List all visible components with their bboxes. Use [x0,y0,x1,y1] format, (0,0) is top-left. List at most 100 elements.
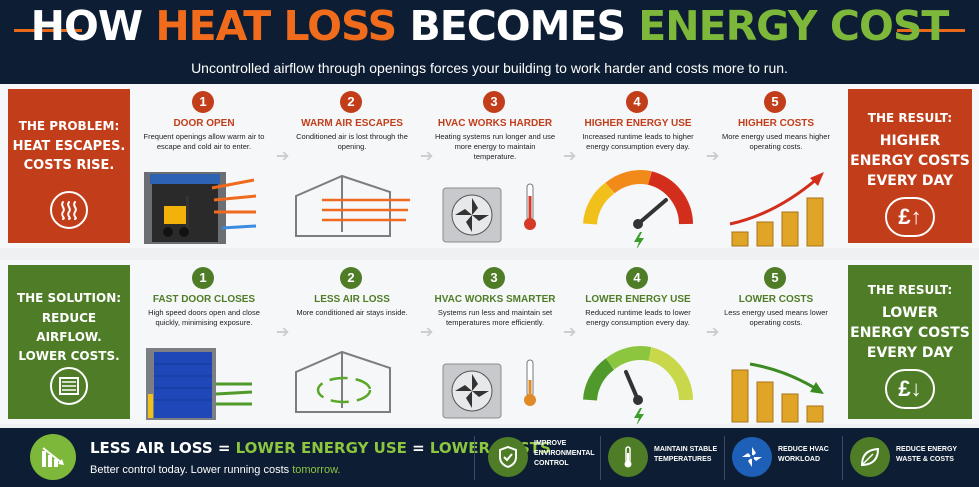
result-text: LOWER ENERGY COSTS EVERY DAY [850,305,970,361]
benefit-environmental: IMPROVE ENVIRONMENTAL CONTROL [488,437,598,477]
heat-waves-icon [50,191,88,229]
step-title: HIGHER ENERGY USE [584,118,692,129]
problem-panel: THE PROBLEM: HEAT ESCAPES. COSTS RISE. [8,89,130,243]
step-title: HVAC WORKS SMARTER [434,294,556,305]
solution-panel: THE SOLUTION: REDUCE AIRFLOW. LOWER COST… [8,265,130,419]
page-subtitle: Uncontrolled airflow through openings fo… [191,60,788,76]
step-description: Conditioned air is lost through the open… [296,132,408,151]
step-title: LOWER COSTS [738,294,814,305]
header: HOW HEAT LOSS BECOMES ENERGY COST Uncont… [0,0,979,84]
step-description: Frequent openings allow warm air to esca… [143,132,265,151]
step-number: 3 [483,267,505,289]
rising-coins-illustration [729,172,824,247]
flow-arrow-icon: ➔ [420,148,434,165]
step-description: Systems run less and maintain set temper… [437,308,553,327]
benefit-hvac: REDUCE HVAC WORKLOAD [732,437,842,477]
hvac-unit-illustration [442,183,536,243]
flow-arrow-icon: ➔ [706,324,720,341]
flow-arrow-icon: ➔ [563,324,577,341]
problem-step-5: 5 HIGHER COSTS More energy used means hi… [706,84,846,248]
solution-step-4: 4 LOWER ENERGY USE Reduced runtime leads… [568,260,708,424]
low-energy-gauge-illustration [583,346,693,424]
problem-step-2: 2 WARM AIR ESCAPES Conditioned air is lo… [282,84,422,248]
leaf-icon [850,437,890,477]
divider [724,436,725,480]
air-retained-illustration [295,350,391,413]
page-title: HOW HEAT LOSS BECOMES ENERGY COST [30,2,950,50]
step-title: LESS AIR LOSS [314,294,390,305]
summary-equation: LESS AIR LOSS = LOWER ENERGY USE = LOWER… [90,439,551,457]
flow-arrow-icon: ➔ [276,324,290,341]
solution-headline: REDUCE AIRFLOW. LOWER COSTS. [18,311,120,363]
step-description: More conditioned air stays inside. [296,308,408,317]
step-number: 2 [340,91,362,113]
step-title: HVAC WORKS HARDER [437,118,553,129]
divider [474,436,475,480]
step-title: WARM AIR ESCAPES [301,118,403,129]
benefit-waste: REDUCE ENERGY WASTE & COSTS [850,437,975,477]
step-number: 1 [192,267,214,289]
flow-arrow-icon: ➔ [563,148,577,165]
problem-headline: HEAT ESCAPES. COSTS RISE. [12,139,126,173]
benefit-text: REDUCE ENERGY WASTE & COSTS [896,446,958,463]
summary-bar: LESS AIR LOSS = LOWER ENERGY USE = LOWER… [0,428,979,487]
header-rule-left [14,29,82,32]
summary-tagline: Better control today. Lower running cost… [90,464,341,476]
high-energy-gauge-illustration [583,170,693,248]
flow-arrow-icon: ➔ [276,148,290,165]
step-number: 5 [764,267,786,289]
result-label: THE RESULT: [867,111,953,125]
fast-door-illustration [146,348,253,420]
step-number: 4 [626,91,648,113]
step-number: 1 [192,91,214,113]
open-door-warehouse-illustration [144,172,257,244]
thermometer-icon [608,437,648,477]
hvac-unit-illustration [442,359,536,419]
problem-step-3: 3 HVAC WORKS HARDER Heating systems run … [425,84,565,248]
benefit-text: IMPROVE ENVIRONMENTAL CONTROL [534,440,595,467]
falling-coins-illustration [731,362,824,423]
divider [600,436,601,480]
step-number: 5 [764,91,786,113]
divider [842,436,843,480]
solution-step-1: 1 FAST DOOR CLOSES High speed doors open… [134,260,274,424]
problem-row: THE PROBLEM: HEAT ESCAPES. COSTS RISE. 1… [0,84,979,248]
step-description: Increased runtime leads to higher energy… [582,132,694,151]
benefit-text: REDUCE HVAC WORKLOAD [778,446,829,463]
solution-label: THE SOLUTION: [16,291,122,305]
step-description: Less energy used means lower operating c… [724,308,828,327]
flow-arrow-icon: ➔ [420,324,434,341]
step-description: Heating systems run longer and use more … [434,132,556,161]
step-title: HIGHER COSTS [737,118,815,129]
solution-step-2: 2 LESS AIR LOSS More conditioned air sta… [282,260,422,424]
step-title: LOWER ENERGY USE [585,294,691,305]
result-text: HIGHER ENERGY COSTS EVERY DAY [850,133,970,189]
problem-step-1: 1 DOOR OPEN Frequent openings allow warm… [134,84,274,248]
problem-result-panel: THE RESULT: HIGHER ENERGY COSTS EVERY DA… [848,89,972,243]
step-description: High speed doors open and close quickly,… [148,308,260,327]
solution-step-3: 3 HVAC WORKS SMARTER Systems run less an… [425,260,565,424]
problem-step-4: 4 HIGHER ENERGY USE Increased runtime le… [568,84,708,248]
solution-step-5: 5 LOWER COSTS Less energy used means low… [706,260,846,424]
step-number: 2 [340,267,362,289]
warm-air-escape-illustration [295,174,410,237]
pound-down-icon: £↓ [885,369,935,409]
shield-check-icon [488,437,528,477]
problem-label: THE PROBLEM: [18,119,120,133]
result-label: THE RESULT: [867,283,953,297]
step-title: FAST DOOR CLOSES [152,294,256,305]
benefit-text: MAINTAIN STABLE TEMPERATURES [654,446,718,463]
header-rule-right [897,29,965,32]
fan-icon [732,437,772,477]
pound-up-icon: £↑ [885,197,935,237]
step-description: More energy used means higher operating … [722,132,830,151]
step-title: DOOR OPEN [173,118,235,129]
solution-row: THE SOLUTION: REDUCE AIRFLOW. LOWER COST… [0,260,979,424]
bar-chart-down-icon [30,434,76,480]
flow-arrow-icon: ➔ [706,148,720,165]
roller-door-icon [50,367,88,405]
step-number: 4 [626,267,648,289]
solution-result-panel: THE RESULT: LOWER ENERGY COSTS EVERY DAY… [848,265,972,419]
step-number: 3 [483,91,505,113]
benefit-temperature: MAINTAIN STABLE TEMPERATURES [608,437,724,477]
